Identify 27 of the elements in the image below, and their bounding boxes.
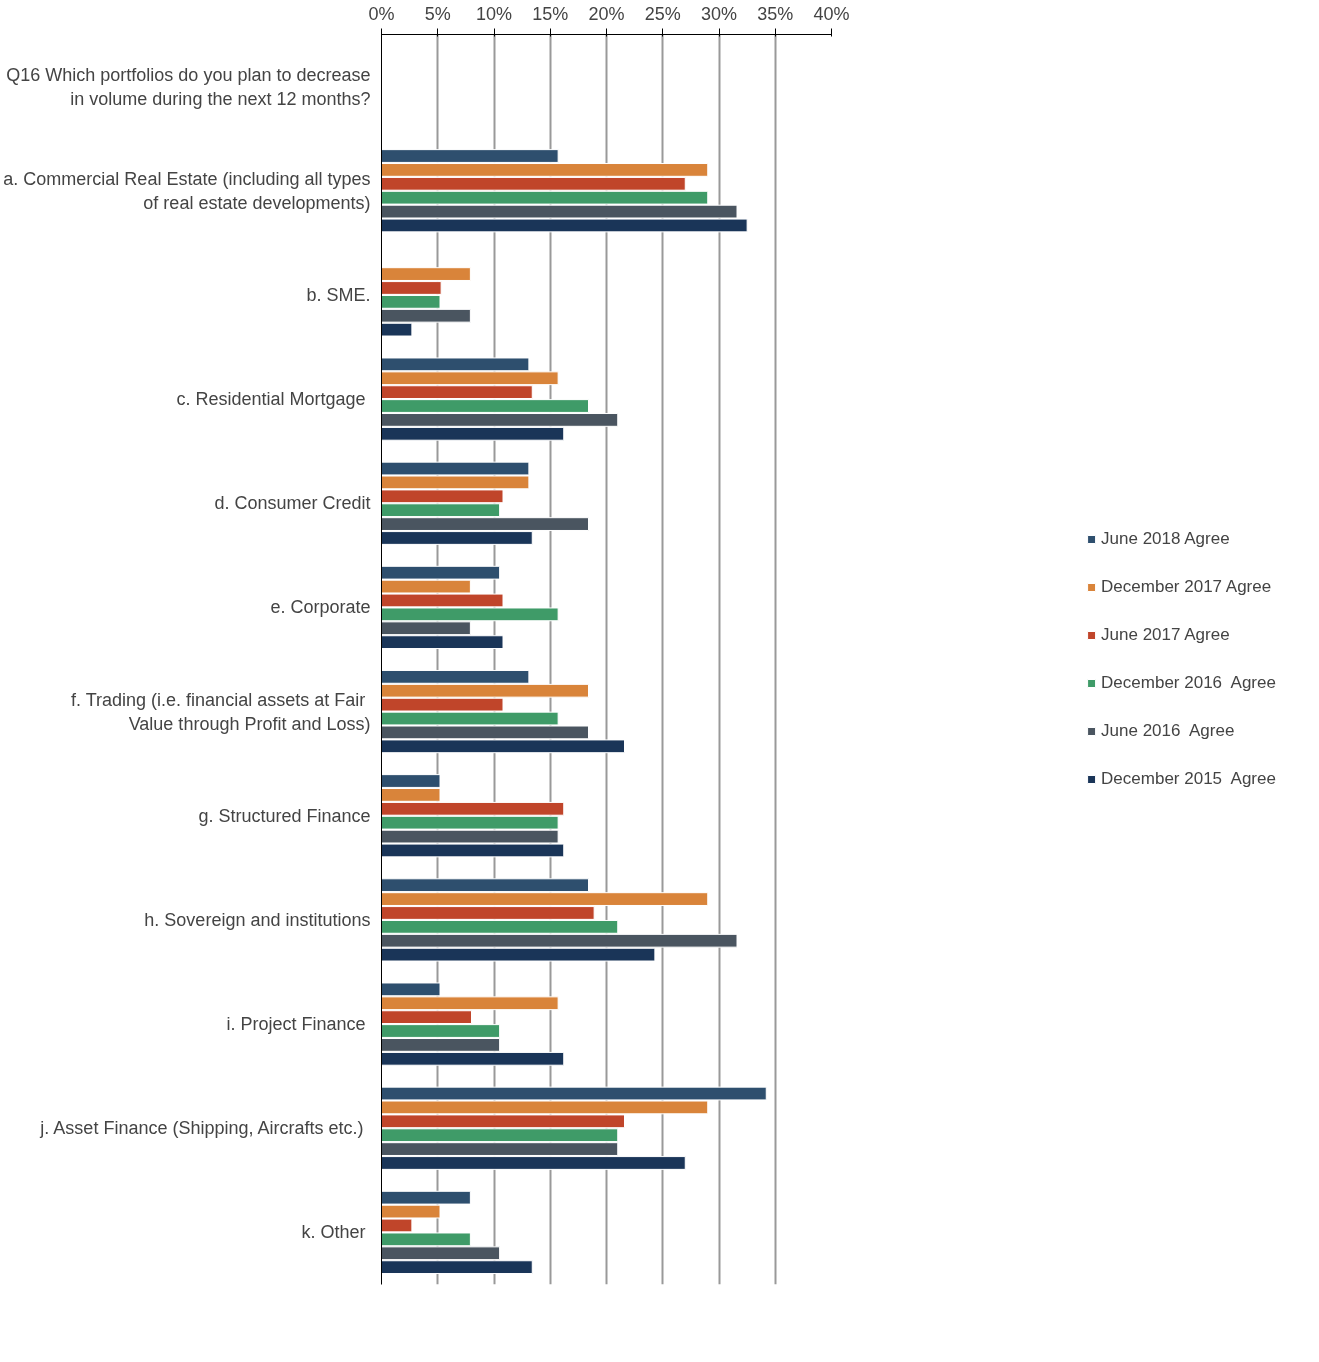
y-tick-label: Q16 Which portfolios do you plan to decrease in volume during the next 12 months? (6, 64, 371, 109)
y-tick-label: h. Sovereign and institutions (144, 909, 371, 930)
x-tick-label: 5% (424, 3, 451, 24)
legend-label: June 2017 Agree (1101, 625, 1230, 645)
y-tick-label: k. Other (301, 1222, 366, 1243)
x-tick-label: 35% (757, 3, 794, 24)
y-tick-label: d. Consumer Credit (214, 493, 371, 514)
y-tick-label: j. Asset Finance (Shipping, Aircrafts etc.) (39, 1118, 364, 1139)
x-tick-label: 15% (532, 3, 569, 24)
y-tick-label: a. Commercial Real Estate (including all types of real estate developments) (3, 168, 371, 213)
legend-label: June 2018 Agree (1101, 529, 1230, 549)
x-tick-label: 30% (700, 3, 738, 24)
legend-label: December 2017 Agree (1101, 577, 1272, 597)
x-tick-label: 10% (475, 3, 513, 24)
y-tick-label: f. Trading (i.e. financial assets at Fair Value through Profit and Loss) (71, 689, 371, 734)
x-tick-label: 20% (588, 3, 625, 24)
x-tick-label: 40% (813, 3, 850, 24)
y-tick-label: e. Corporate (270, 597, 371, 618)
legend-label: December 2015 Agree (1101, 769, 1276, 789)
y-tick-label: b. SME. (306, 284, 371, 305)
legend-label: December 2016 Agree (1101, 673, 1276, 693)
legend-label: June 2016 Agree (1101, 721, 1235, 741)
y-tick-label: i. Project Finance (226, 1014, 366, 1035)
y-tick-label: c. Residential Mortgage (176, 389, 366, 410)
x-tick-label: 0% (368, 3, 395, 24)
y-tick-label: g. Structured Finance (198, 805, 371, 826)
x-tick-label: 25% (644, 3, 681, 24)
